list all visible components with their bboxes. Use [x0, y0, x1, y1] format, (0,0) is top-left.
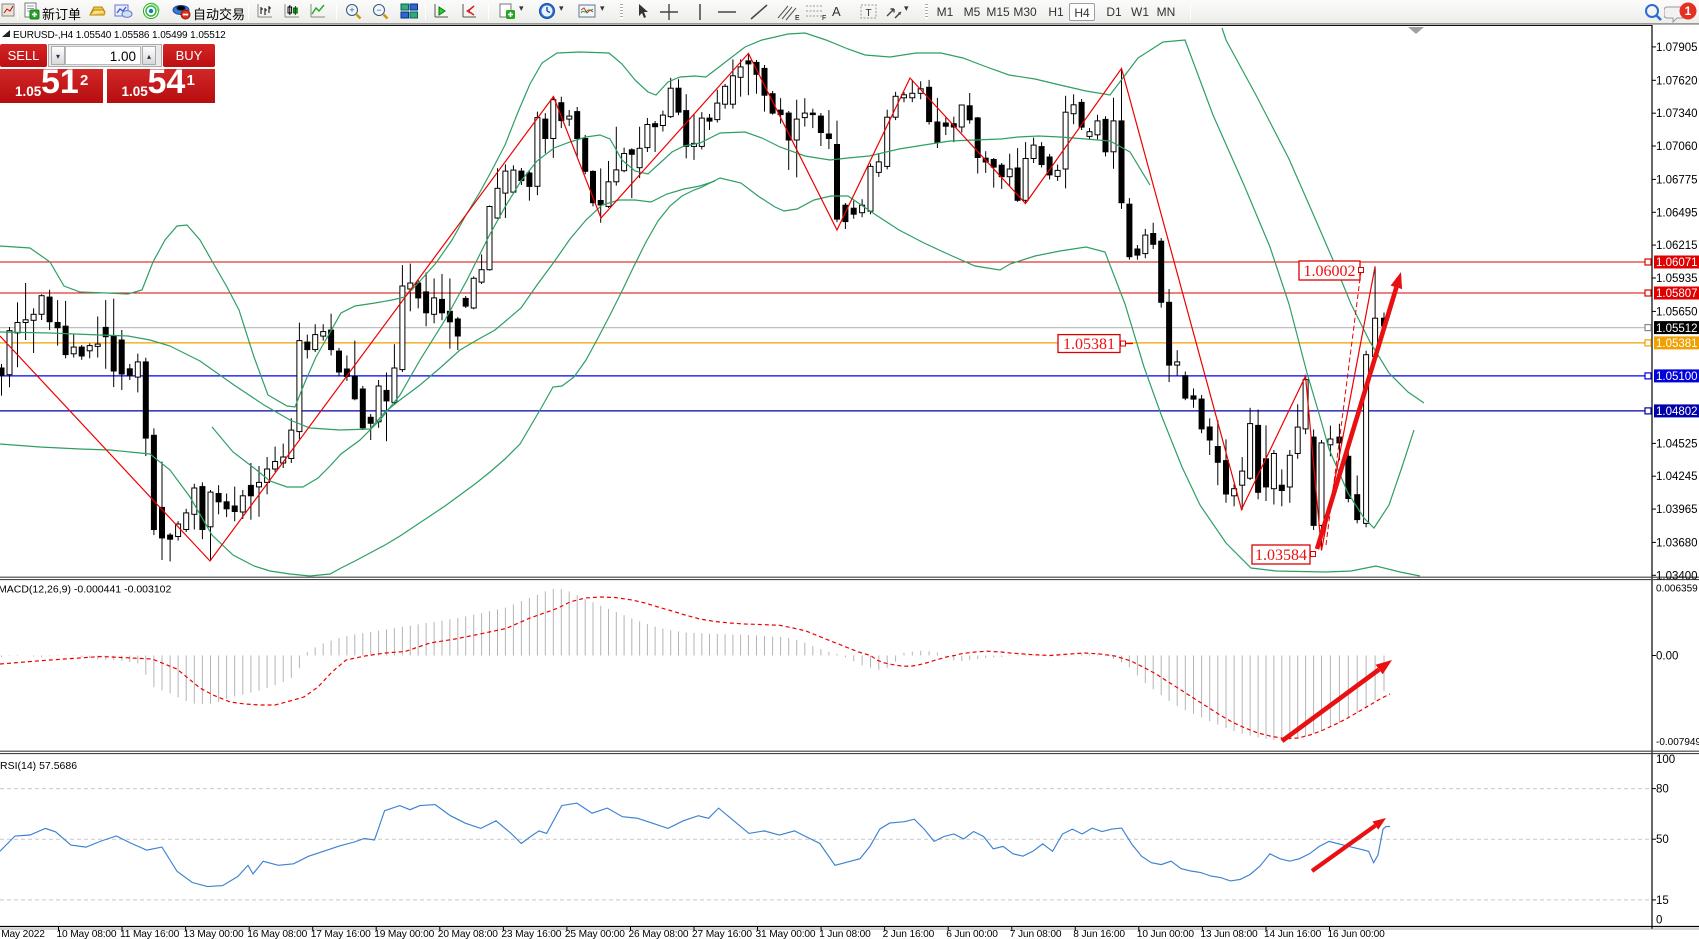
svg-text:MACD(12,26,9) -0.000441 -0.003: MACD(12,26,9) -0.000441 -0.003102 [0, 584, 172, 596]
svg-text:11 May 16:00: 11 May 16:00 [120, 929, 180, 939]
svg-text:100: 100 [1656, 754, 1675, 766]
svg-text:+: + [349, 5, 354, 15]
svg-text:9 May 2022: 9 May 2022 [0, 929, 45, 939]
svg-text:1.07905: 1.07905 [1656, 42, 1698, 54]
svg-text:0.00: 0.00 [1656, 651, 1678, 663]
svg-text:1.07340: 1.07340 [1656, 108, 1698, 120]
svg-text:13 May 00:00: 13 May 00:00 [184, 929, 244, 939]
svg-text:7 Jun 08:00: 7 Jun 08:00 [1010, 929, 1062, 939]
svg-text:1.03584: 1.03584 [1255, 547, 1307, 564]
svg-text:10 May 08:00: 10 May 08:00 [57, 929, 117, 939]
svg-text:1.07620: 1.07620 [1656, 75, 1698, 87]
svg-text:1.06495: 1.06495 [1656, 207, 1698, 219]
svg-text:1.07060: 1.07060 [1656, 141, 1698, 153]
svg-text:F: F [822, 15, 826, 22]
svg-text:1.05100: 1.05100 [1656, 371, 1698, 383]
svg-text:1.04525: 1.04525 [1656, 438, 1698, 450]
svg-text:1.05650: 1.05650 [1656, 306, 1698, 318]
svg-text:1.06002: 1.06002 [1304, 263, 1356, 280]
svg-text:0: 0 [1656, 915, 1662, 927]
svg-text:17 May 16:00: 17 May 16:00 [311, 929, 371, 939]
svg-text:1.05381: 1.05381 [1656, 338, 1698, 350]
svg-text:50: 50 [1656, 834, 1669, 846]
svg-text:15: 15 [1656, 895, 1669, 907]
svg-text:6 Jun 00:00: 6 Jun 00:00 [946, 929, 998, 939]
svg-text:1: 1 [1685, 4, 1692, 18]
svg-text:2 Jun 16:00: 2 Jun 16:00 [883, 929, 935, 939]
svg-text:31 May 00:00: 31 May 00:00 [756, 929, 816, 939]
svg-text:EURUSD-,H4 1.05540 1.05586 1.: EURUSD-,H4 1.05540 1.05586 1.05499 1.055… [13, 30, 226, 41]
svg-text:−: − [376, 5, 381, 15]
svg-text:1.05807: 1.05807 [1656, 288, 1698, 300]
svg-text:1.04802: 1.04802 [1656, 406, 1698, 418]
svg-text:1.06071: 1.06071 [1656, 257, 1698, 269]
svg-text:1.06215: 1.06215 [1656, 240, 1698, 252]
svg-text:1.03400: 1.03400 [1656, 570, 1698, 582]
svg-text:16 Jun 00:00: 16 Jun 00:00 [1328, 929, 1386, 939]
svg-text:0.006359: 0.006359 [1656, 584, 1698, 595]
svg-text:1.04245: 1.04245 [1656, 471, 1698, 483]
svg-text:13 Jun 08:00: 13 Jun 08:00 [1200, 929, 1258, 939]
svg-text:1.03965: 1.03965 [1656, 504, 1698, 516]
svg-text:23 May 16:00: 23 May 16:00 [501, 929, 561, 939]
svg-text:1.06775: 1.06775 [1656, 174, 1698, 186]
svg-text:1.05935: 1.05935 [1656, 273, 1698, 285]
svg-text:1.05512: 1.05512 [1656, 323, 1698, 335]
svg-text:8 Jun 16:00: 8 Jun 16:00 [1073, 929, 1125, 939]
svg-text:27 May 16:00: 27 May 16:00 [692, 929, 752, 939]
svg-text:20 May 08:00: 20 May 08:00 [438, 929, 498, 939]
svg-text:RSI(14) 57.5686: RSI(14) 57.5686 [0, 760, 77, 772]
svg-text:1.03680: 1.03680 [1656, 537, 1698, 549]
svg-text:1.05381: 1.05381 [1063, 336, 1115, 353]
svg-text:10 Jun 00:00: 10 Jun 00:00 [1137, 929, 1195, 939]
svg-text:25 May 00:00: 25 May 00:00 [565, 929, 625, 939]
svg-text:T: T [865, 8, 871, 19]
svg-text:26 May 08:00: 26 May 08:00 [629, 929, 689, 939]
svg-text:14 Jun 16:00: 14 Jun 16:00 [1264, 929, 1322, 939]
svg-text:80: 80 [1656, 784, 1669, 796]
svg-text:16 May 08:00: 16 May 08:00 [247, 929, 307, 939]
svg-text:1 Jun 08:00: 1 Jun 08:00 [819, 929, 871, 939]
svg-text:E: E [795, 15, 800, 22]
svg-text:-0.007949: -0.007949 [1656, 737, 1699, 748]
svg-text:19 May 00:00: 19 May 00:00 [374, 929, 434, 939]
